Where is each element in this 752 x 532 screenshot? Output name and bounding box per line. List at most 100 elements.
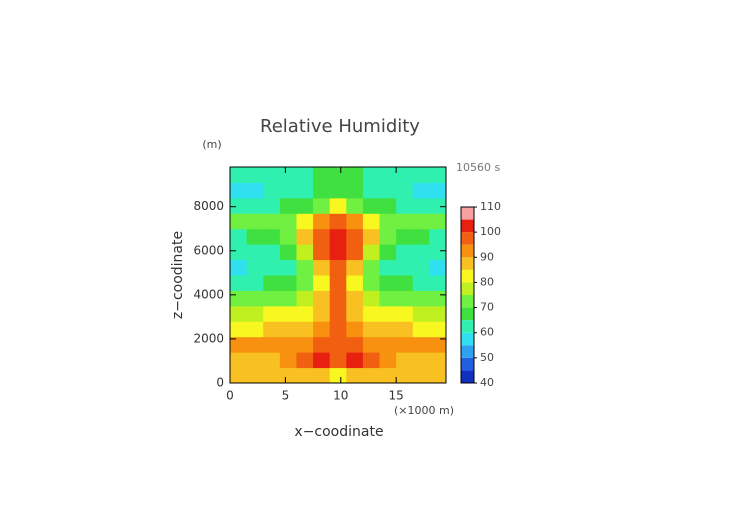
contour-cell	[230, 352, 248, 369]
contour-cell	[429, 167, 447, 183]
colorbar-tick-label: 50	[480, 351, 494, 364]
contour-cell	[346, 290, 364, 307]
contour-cell	[230, 213, 248, 230]
contour-cell	[296, 167, 314, 183]
contour-cell	[263, 367, 281, 384]
contour-cell	[279, 275, 297, 291]
contour-cell	[362, 290, 381, 307]
contour-cell	[263, 197, 281, 214]
contour-cell	[263, 182, 281, 199]
contour-cell	[362, 197, 381, 214]
contour-cell	[346, 213, 364, 230]
contour-cell	[296, 244, 314, 261]
contour-cell	[263, 352, 281, 369]
contour-cell	[412, 244, 430, 261]
x-tick-label: 10	[333, 389, 348, 403]
colorbar-segment	[461, 207, 474, 220]
contour-cell	[279, 352, 297, 369]
contour-cell	[346, 305, 364, 322]
contour-cell	[379, 290, 397, 307]
contour-cell	[412, 352, 430, 369]
contour-cell	[263, 167, 281, 183]
contour-cell	[396, 275, 414, 291]
contour-cell	[263, 275, 281, 291]
contour-cell	[429, 275, 447, 291]
contour-cell	[362, 167, 381, 183]
contour-cell	[313, 182, 331, 199]
contour-cell	[246, 228, 264, 245]
contour-cell	[246, 259, 264, 276]
colorbar-tick-label: 40	[480, 376, 494, 389]
contour-cell	[296, 352, 314, 369]
y-tick-label: 8000	[193, 199, 224, 213]
contour-cell	[329, 167, 347, 183]
chart-title: Relative Humidity	[260, 116, 420, 137]
contour-cell	[230, 167, 248, 183]
contour-cell	[263, 228, 281, 245]
colorbar-tick-label: 90	[480, 250, 494, 263]
contour-cell	[346, 197, 364, 214]
contour-cell	[263, 290, 281, 307]
contour-cell	[429, 336, 447, 353]
contour-cell	[246, 321, 264, 338]
contour-cell	[296, 336, 314, 353]
contour-cell	[246, 213, 264, 230]
contour-cell	[362, 367, 381, 384]
contour-cell	[230, 367, 248, 384]
contour-cell	[246, 244, 264, 261]
contour-cell	[313, 305, 331, 322]
contour-cell	[313, 367, 331, 384]
contour-cell	[362, 336, 381, 353]
contour-cell	[346, 167, 364, 183]
contour-cell	[279, 259, 297, 276]
contour-cell	[296, 321, 314, 338]
contour-cell	[329, 244, 347, 261]
contour-cell	[362, 228, 381, 245]
contour-cell	[329, 197, 347, 214]
contour-cell	[329, 259, 347, 276]
contour-cell	[279, 167, 297, 183]
contour-cell	[296, 305, 314, 322]
colorbar-segment	[461, 370, 474, 383]
contour-cell	[396, 367, 414, 384]
contour-cell	[279, 213, 297, 230]
colorbar-tick-label: 70	[480, 301, 494, 314]
contour-cell	[230, 305, 248, 322]
contour-cell	[362, 275, 381, 291]
contour-cell	[246, 367, 264, 384]
contour-cell	[429, 305, 447, 322]
colorbar-segment	[461, 295, 474, 308]
x-tick-label: 5	[282, 389, 290, 403]
colorbar-tick-label: 110	[480, 200, 501, 213]
contour-cell	[263, 336, 281, 353]
contour-cell	[329, 336, 347, 353]
contour-cell	[313, 321, 331, 338]
colorbar-segment	[461, 232, 474, 245]
contour-cell	[396, 321, 414, 338]
contour-cell	[346, 321, 364, 338]
contour-cell	[230, 321, 248, 338]
contour-cell	[346, 352, 364, 369]
contour-cell	[396, 167, 414, 183]
contour-cell	[429, 367, 447, 384]
x-axis-label: x−coodinate	[294, 424, 383, 440]
contour-cell	[279, 367, 297, 384]
contour-cell	[412, 275, 430, 291]
contour-cell	[429, 197, 447, 214]
y-tick-label: 6000	[193, 243, 224, 257]
contour-cell	[346, 228, 364, 245]
contour-cell	[362, 182, 381, 199]
colorbar-segment	[461, 357, 474, 371]
colorbar-segment	[461, 219, 474, 233]
contour-cell	[263, 305, 281, 322]
contour-cell	[313, 275, 331, 291]
contour-cell	[362, 352, 381, 369]
contour-cell	[279, 228, 297, 245]
contour-cell	[230, 228, 248, 245]
contour-cell	[279, 182, 297, 199]
contour-cell	[379, 275, 397, 291]
contour-cell	[279, 290, 297, 307]
contour-cell	[429, 182, 447, 199]
contour-cell	[296, 213, 314, 230]
contour-cell	[412, 336, 430, 353]
